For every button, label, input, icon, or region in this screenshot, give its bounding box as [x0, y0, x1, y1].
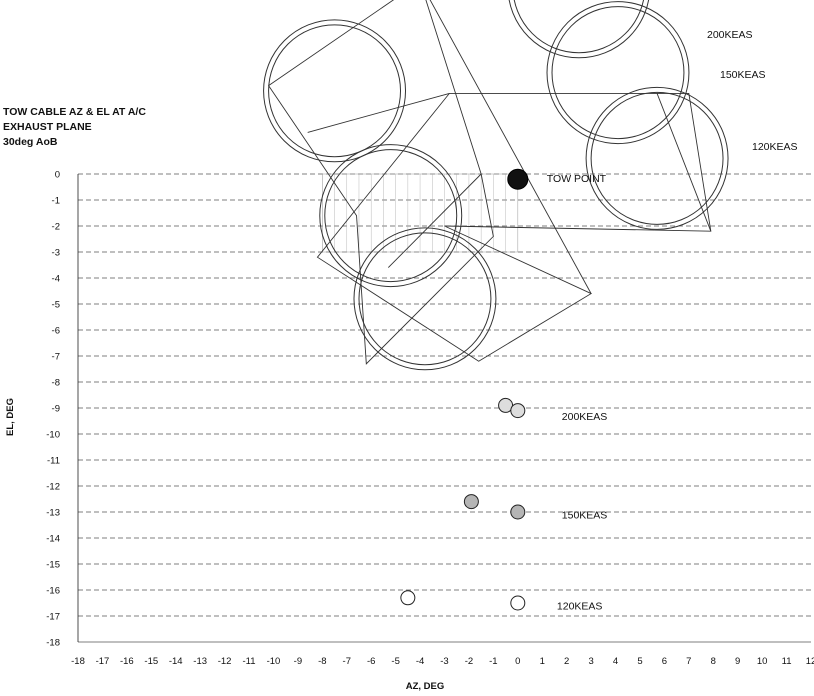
x-tick-label: 8 — [711, 656, 716, 667]
envelope-line — [429, 0, 592, 294]
point-120keas — [510, 595, 526, 611]
x-tick-label: 1 — [540, 656, 545, 667]
x-axis-label: AZ, DEG — [406, 681, 445, 692]
envelope-circle-outer — [263, 19, 407, 163]
x-tick-label: -3 — [440, 656, 448, 667]
tick-labels: 0-1-2-3-4-5-6-7-8-9-10-11-12-13-14-15-16… — [46, 170, 814, 668]
envelope-line — [387, 173, 482, 268]
envelope-circle-outer — [508, 0, 650, 59]
y-tick-label: -16 — [46, 586, 60, 597]
x-tick-label: 0 — [515, 656, 520, 667]
chart-title-line-1: TOW CABLE AZ & EL AT A/C — [3, 106, 146, 118]
envelope-line — [656, 93, 712, 232]
envelope-circle-outer — [585, 86, 729, 230]
y-tick-label: -3 — [52, 248, 60, 259]
y-tick-label: -2 — [52, 222, 60, 233]
top-label-120keas: 120KEAS — [752, 141, 798, 153]
x-tick-label: -17 — [96, 656, 110, 667]
y-tick-label: -14 — [46, 534, 60, 545]
y-tick-label: -9 — [52, 404, 60, 415]
envelope-circle-inner — [513, 0, 645, 54]
x-tick-label: -2 — [465, 656, 473, 667]
point-150keas — [510, 504, 526, 520]
tow-point-marker — [507, 168, 529, 190]
y-tick-label: -17 — [46, 612, 60, 623]
envelope-circle-outer — [546, 1, 690, 145]
x-tick-label: -14 — [169, 656, 183, 667]
x-tick-label: -12 — [218, 656, 232, 667]
x-tick-label: -10 — [267, 656, 281, 667]
point-200keas — [510, 403, 526, 419]
y-tick-label: -13 — [46, 508, 60, 519]
envelope-polygon-1 — [267, 0, 494, 365]
chart-title-line-3: 30deg AoB — [3, 136, 58, 148]
annotation-200keas: 200KEAS — [562, 411, 608, 423]
x-tick-label: -15 — [144, 656, 158, 667]
x-tick-label: -1 — [489, 656, 497, 667]
envelope-circle-inner — [324, 149, 458, 283]
envelope-circle-inner — [590, 91, 724, 225]
envelope-polygon-2 — [316, 92, 712, 362]
x-tick-label: 6 — [662, 656, 667, 667]
y-tick-label: -6 — [52, 326, 60, 337]
point-150keas — [463, 494, 479, 510]
x-tick-label: -8 — [318, 656, 326, 667]
y-tick-label: -10 — [46, 430, 60, 441]
y-tick-label: -4 — [52, 274, 60, 285]
top-label-150keas: 150KEAS — [720, 69, 766, 81]
x-tick-label: 3 — [588, 656, 593, 667]
x-tick-label: -4 — [416, 656, 424, 667]
y-tick-label: 0 — [55, 170, 60, 181]
y-tick-label: -18 — [46, 638, 60, 649]
x-tick-label: -16 — [120, 656, 134, 667]
envelope-circle-inner — [551, 6, 685, 140]
grid — [77, 173, 811, 643]
annotation-150keas: 150KEAS — [562, 510, 608, 522]
y-tick-label: -11 — [47, 456, 60, 467]
x-tick-label: 11 — [782, 656, 792, 667]
y-tick-label: -8 — [52, 378, 60, 389]
x-tick-label: -11 — [243, 656, 256, 667]
annotation-120keas: 120KEAS — [557, 601, 603, 613]
x-tick-label: -18 — [71, 656, 85, 667]
point-120keas — [400, 590, 416, 606]
x-tick-label: -6 — [367, 656, 375, 667]
y-axis-label: EL, DEG — [5, 398, 16, 436]
x-tick-label: 4 — [613, 656, 618, 667]
x-tick-label: 9 — [735, 656, 740, 667]
x-tick-label: 12 — [806, 656, 814, 667]
envelope-overlay — [263, 0, 729, 371]
chart-title-line-2: EXHAUST PLANE — [3, 121, 92, 133]
x-tick-label: 2 — [564, 656, 569, 667]
data-points: TOW POINT 200KEAS 150KEAS 120KEAS — [400, 168, 608, 613]
envelope-circle-outer — [319, 144, 463, 288]
envelope-circle-inner — [358, 232, 492, 366]
y-tick-label: -12 — [46, 482, 60, 493]
x-tick-label: -9 — [294, 656, 302, 667]
envelope-circle-outer — [353, 227, 497, 371]
envelope-line — [307, 92, 450, 133]
y-tick-label: -7 — [52, 352, 60, 363]
tow-point-label: TOW POINT — [547, 173, 607, 185]
x-tick-label: -5 — [391, 656, 399, 667]
y-tick-label: -1 — [52, 196, 60, 207]
x-tick-label: -7 — [343, 656, 351, 667]
envelope-circle-inner — [268, 24, 402, 158]
top-label-200keas: 200KEAS — [707, 29, 753, 41]
y-tick-label: -15 — [46, 560, 60, 571]
x-tick-label: 7 — [686, 656, 691, 667]
x-tick-label: 5 — [637, 656, 642, 667]
y-tick-label: -5 — [52, 300, 60, 311]
x-tick-label: 10 — [757, 656, 768, 667]
x-tick-label: -13 — [193, 656, 207, 667]
